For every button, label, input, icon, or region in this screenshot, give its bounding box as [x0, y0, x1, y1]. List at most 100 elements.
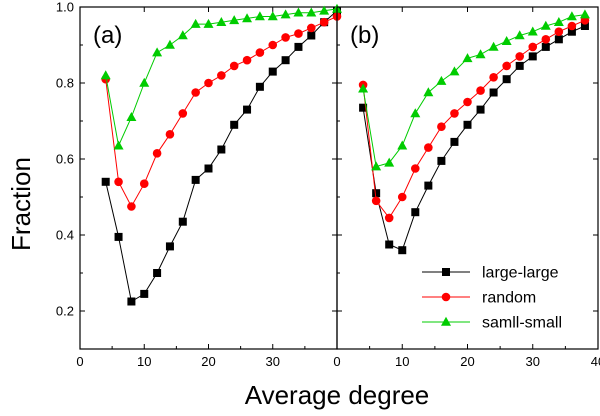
data-point — [230, 120, 239, 129]
data-point — [501, 36, 512, 45]
data-point — [319, 5, 330, 15]
data-point — [554, 27, 564, 36]
data-point — [255, 82, 264, 91]
data-point — [449, 66, 460, 76]
series-line — [362, 19, 586, 219]
x-tick-label: 30 — [526, 354, 540, 369]
x-tick-label: 20 — [460, 354, 474, 369]
data-point — [385, 240, 394, 249]
data-point — [177, 30, 188, 40]
data-point — [423, 87, 434, 97]
data-point — [229, 61, 239, 71]
data-point — [554, 35, 563, 44]
data-point — [371, 161, 382, 171]
data-point — [243, 105, 252, 114]
data-point — [541, 35, 551, 44]
y-tick-label: 0.6 — [56, 152, 74, 167]
data-point — [165, 242, 174, 251]
data-point — [152, 47, 163, 57]
data-point — [567, 27, 576, 36]
data-point — [254, 11, 265, 21]
data-point — [502, 61, 511, 71]
data-point — [397, 140, 408, 150]
x-tick-label: 0 — [76, 354, 83, 369]
data-point — [476, 105, 485, 114]
data-point — [268, 40, 278, 50]
data-point — [372, 189, 381, 198]
data-point — [127, 202, 136, 211]
legend-entry: samll-small — [422, 315, 562, 332]
legend-label: samll-small — [482, 315, 562, 332]
data-point — [307, 31, 316, 40]
data-point — [411, 208, 420, 217]
y-tick-label: 1.0 — [56, 0, 74, 15]
series-line — [362, 25, 586, 251]
data-point — [294, 42, 303, 51]
legend-marker — [441, 316, 451, 326]
data-point — [190, 18, 201, 28]
x-tick-label: 10 — [395, 354, 409, 369]
data-point — [126, 112, 137, 121]
data-point — [489, 88, 498, 97]
data-point — [437, 156, 446, 165]
panel-a: 0 10 20 30 0.2 0.4 0.6 0.8 1.0 (a) — [56, 0, 342, 369]
data-point — [216, 17, 227, 26]
data-point — [267, 11, 278, 21]
data-point — [410, 108, 421, 118]
data-point — [153, 269, 162, 277]
data-point — [462, 53, 473, 63]
data-point — [217, 145, 226, 154]
data-point — [424, 143, 433, 152]
data-point — [139, 179, 149, 188]
panel-tag: (b) — [350, 22, 379, 49]
data-point — [178, 217, 187, 226]
series-samll-small — [358, 9, 590, 171]
data-point — [398, 246, 407, 255]
series-random — [358, 15, 590, 223]
data-point — [397, 192, 407, 202]
data-point — [579, 9, 590, 19]
data-point — [307, 23, 316, 33]
data-point — [294, 29, 303, 38]
x-axis-title: Average degree — [245, 380, 430, 410]
panels: 0 10 20 30 0.2 0.4 0.6 0.8 1.0 (a) 0 10 20 30 40 (b) — [56, 0, 600, 369]
data-point — [319, 17, 329, 27]
data-point — [114, 177, 123, 187]
data-point — [488, 41, 499, 51]
data-point — [463, 120, 472, 129]
data-point — [502, 75, 511, 84]
data-point — [476, 86, 485, 95]
y-axis-title: Fraction — [6, 157, 36, 251]
legend-marker — [441, 292, 451, 302]
data-point — [306, 7, 317, 17]
data-point — [281, 56, 290, 65]
data-point — [553, 17, 564, 26]
series-line — [362, 14, 586, 168]
data-point — [436, 75, 447, 85]
legend-marker — [442, 268, 450, 276]
data-point — [242, 13, 253, 23]
data-point — [191, 88, 200, 97]
series-random — [101, 12, 342, 211]
data-point — [424, 181, 433, 190]
x-tick-label: 0 — [333, 354, 340, 369]
data-point — [203, 18, 214, 28]
data-point — [528, 42, 538, 52]
data-point — [384, 157, 395, 167]
data-point — [358, 83, 369, 93]
y-tick-label: 0.4 — [56, 228, 74, 243]
data-point — [489, 73, 498, 82]
data-point — [514, 30, 525, 40]
data-point — [113, 140, 124, 150]
data-point — [164, 39, 175, 49]
series-large-large — [101, 6, 341, 306]
data-point — [411, 164, 420, 173]
data-point — [437, 122, 446, 131]
data-point — [566, 11, 577, 21]
data-point — [384, 213, 394, 223]
data-point — [229, 15, 240, 25]
data-point — [242, 55, 252, 65]
data-point — [515, 52, 524, 61]
data-point — [139, 77, 150, 87]
data-point — [280, 9, 291, 19]
